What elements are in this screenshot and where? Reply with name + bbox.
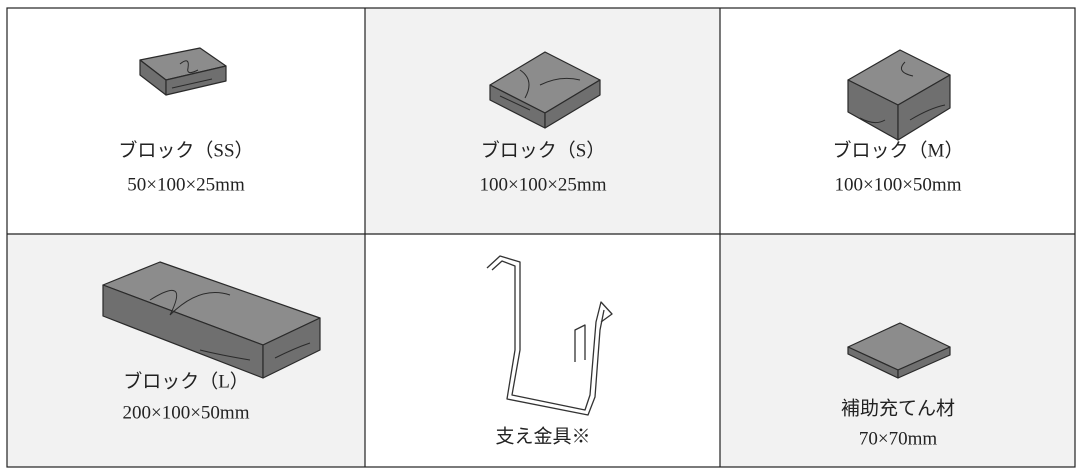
item-size: 200×100×50mm xyxy=(123,402,250,423)
filler-pad-icon xyxy=(847,322,951,379)
block-s-icon xyxy=(489,51,601,129)
item-name: ブロック（SS） xyxy=(118,138,253,161)
item-size: 100×100×50mm xyxy=(835,174,962,195)
item-name: 補助充てん材 xyxy=(841,397,955,419)
block-l-icon xyxy=(102,261,321,379)
item-size: 70×70mm xyxy=(859,428,937,449)
table-grid xyxy=(6,7,1076,468)
block-m-icon xyxy=(847,49,951,141)
item-name: 支え金具※ xyxy=(495,425,590,447)
item-size: 50×100×25mm xyxy=(127,174,245,195)
item-name: ブロック（M） xyxy=(833,138,964,161)
bracket-icon xyxy=(486,255,613,416)
item-name: ブロック（L） xyxy=(123,369,249,392)
block-ss-icon xyxy=(139,47,227,96)
item-name: ブロック（S） xyxy=(481,138,606,161)
item-size: 100×100×25mm xyxy=(480,174,607,195)
